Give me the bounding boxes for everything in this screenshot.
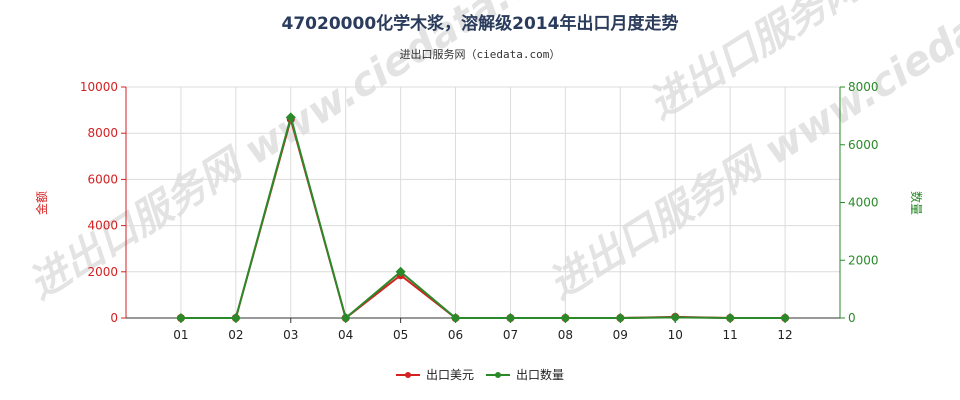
y-right-tick-label: 6000 [848,138,879,152]
x-tick-label: 10 [668,328,683,342]
x-tick-label: 11 [723,328,738,342]
series-line-2 [180,113,786,320]
y-right-axis-title: 数量 [909,191,924,215]
series [175,112,791,323]
data-point [340,313,351,323]
y-left-tick-label: 8000 [87,126,118,140]
legend-swatch-marker [405,372,411,378]
legend: 出口美元 出口数量 [396,367,564,382]
data-point [395,266,406,277]
x-tick-label: 03 [283,328,298,342]
data-point [725,313,736,323]
data-point [560,313,571,323]
legend-swatch-marker [495,372,501,378]
y-left-axis-title: 金额 [34,191,49,215]
y-left-tick-label: 0 [110,311,118,325]
y-left-tick-label: 4000 [87,219,118,233]
chart-subtitle: 进出口服务网（ciedata.com） [400,47,561,61]
y-left-tick-label: 10000 [80,80,118,94]
y-left-tick-label: 2000 [87,265,118,279]
x-tick-label: 01 [173,328,188,342]
tick-labels: 0 2000 4000 6000 8000 10000 0 2000 4000 6000 8000 0… [80,80,879,342]
data-point [450,313,461,323]
y-right-tick-label: 4000 [848,196,879,210]
y-right-tick-label: 8000 [848,80,879,94]
x-tick-label: 05 [393,328,408,342]
legend-label: 出口数量 [516,367,564,382]
x-tick-label: 08 [558,328,573,342]
watermark-text: 进出口服务网 www.ciedata.com [21,0,598,308]
data-point [505,313,516,323]
data-point [175,313,186,323]
data-point [615,313,626,323]
chart-title: 47020000化学木浆，溶解级2014年出口月度走势 [282,13,679,34]
x-tick-label: 04 [338,328,353,342]
x-tick-label: 07 [503,328,518,342]
legend-label: 出口美元 [426,368,474,382]
x-tick-label: 02 [228,328,243,342]
data-point [230,313,241,323]
y-right-tick-label: 0 [848,311,856,325]
data-point [670,312,681,323]
data-point [285,112,296,123]
x-tick-label: 12 [777,328,792,342]
y-right-tick-label: 2000 [848,253,879,267]
x-tick-label: 09 [613,328,628,342]
y-left-tick-label: 6000 [87,172,118,186]
data-point [780,313,791,323]
grid [126,86,840,319]
x-tick-label: 06 [448,328,463,342]
